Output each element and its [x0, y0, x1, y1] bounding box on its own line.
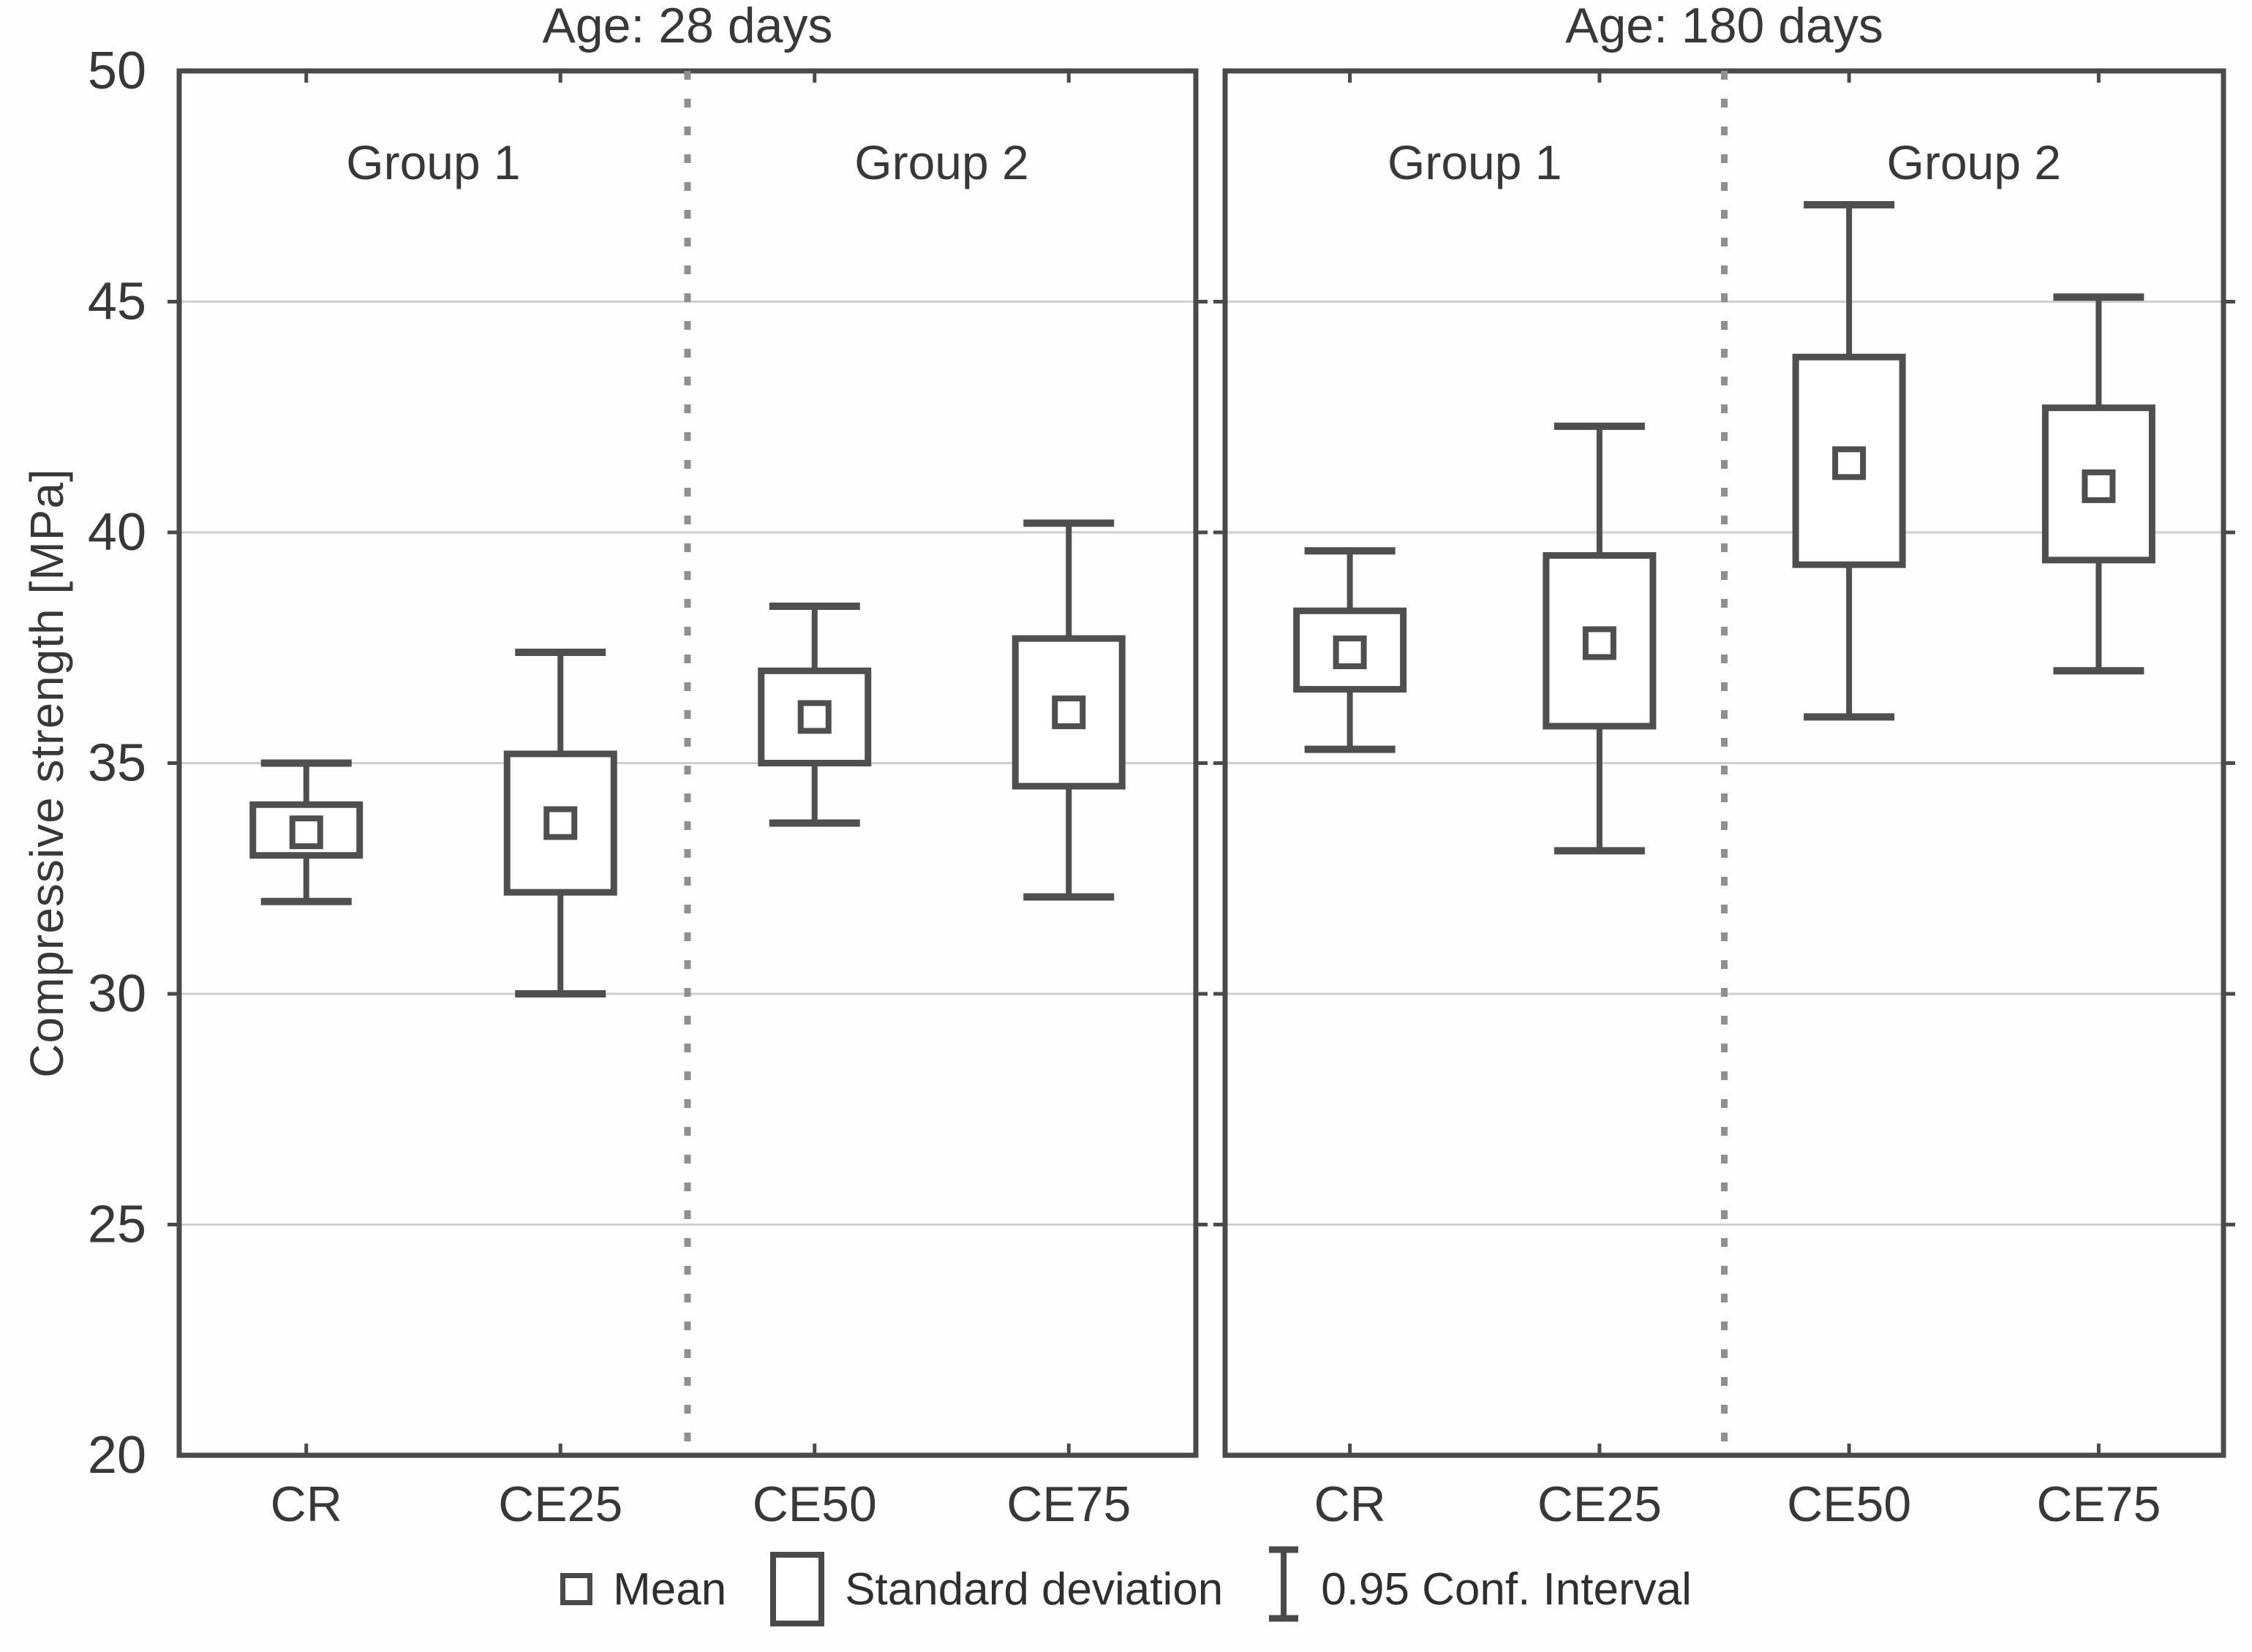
mean-marker [1052, 695, 1086, 730]
x-category-label: CE50 [1787, 1476, 1911, 1532]
x-category-label: CE75 [2036, 1476, 2161, 1532]
legend-item-sd: Standard deviation [770, 1552, 1223, 1626]
legend-label-sd: Standard deviation [845, 1564, 1224, 1615]
y-axis-label: Compressive strength [MPa] [20, 468, 73, 1078]
y-tick-label: 30 [88, 965, 146, 1023]
group-label: Group 1 [1387, 135, 1562, 189]
mean-marker-icon [560, 1573, 593, 1605]
mean-marker [2082, 469, 2116, 503]
mean-marker [1582, 626, 1616, 660]
x-category-label: CE25 [498, 1476, 622, 1532]
x-category-label: CR [1314, 1476, 1386, 1532]
mean-marker [289, 815, 323, 850]
y-tick-label: 25 [88, 1196, 146, 1254]
group-label: Group 1 [346, 135, 520, 189]
legend-label-ci: 0.95 Conf. Interval [1321, 1564, 1692, 1615]
y-tick-label: 35 [88, 734, 146, 793]
x-category-label: CE25 [1537, 1476, 1662, 1532]
sd-box-icon [770, 1552, 825, 1626]
y-tick-label: 45 [88, 273, 146, 331]
x-category-label: CE50 [753, 1476, 877, 1532]
legend-item-ci: 0.95 Conf. Interval [1267, 1544, 1692, 1635]
y-tick-label: 40 [88, 503, 146, 562]
y-tick-label: 20 [88, 1426, 146, 1485]
mean-marker [543, 806, 578, 840]
group-label: Group 2 [854, 135, 1028, 189]
mean-marker [797, 700, 832, 734]
panel-title: Age: 180 days [1565, 0, 1883, 53]
legend-item-mean: Mean [560, 1564, 726, 1615]
y-tick-label: 50 [88, 42, 146, 100]
panel-title: Age: 28 days [543, 0, 833, 53]
chart-legend: Mean Standard deviation 0.95 Conf. Inter… [0, 1534, 2252, 1644]
x-category-label: CR [271, 1476, 342, 1532]
mean-marker [1333, 635, 1367, 670]
legend-label-mean: Mean [613, 1564, 727, 1615]
ci-whisker-icon [1267, 1544, 1300, 1635]
group-label: Group 2 [1887, 135, 2061, 189]
mean-marker [1832, 446, 1867, 480]
x-category-label: CE75 [1006, 1476, 1131, 1532]
